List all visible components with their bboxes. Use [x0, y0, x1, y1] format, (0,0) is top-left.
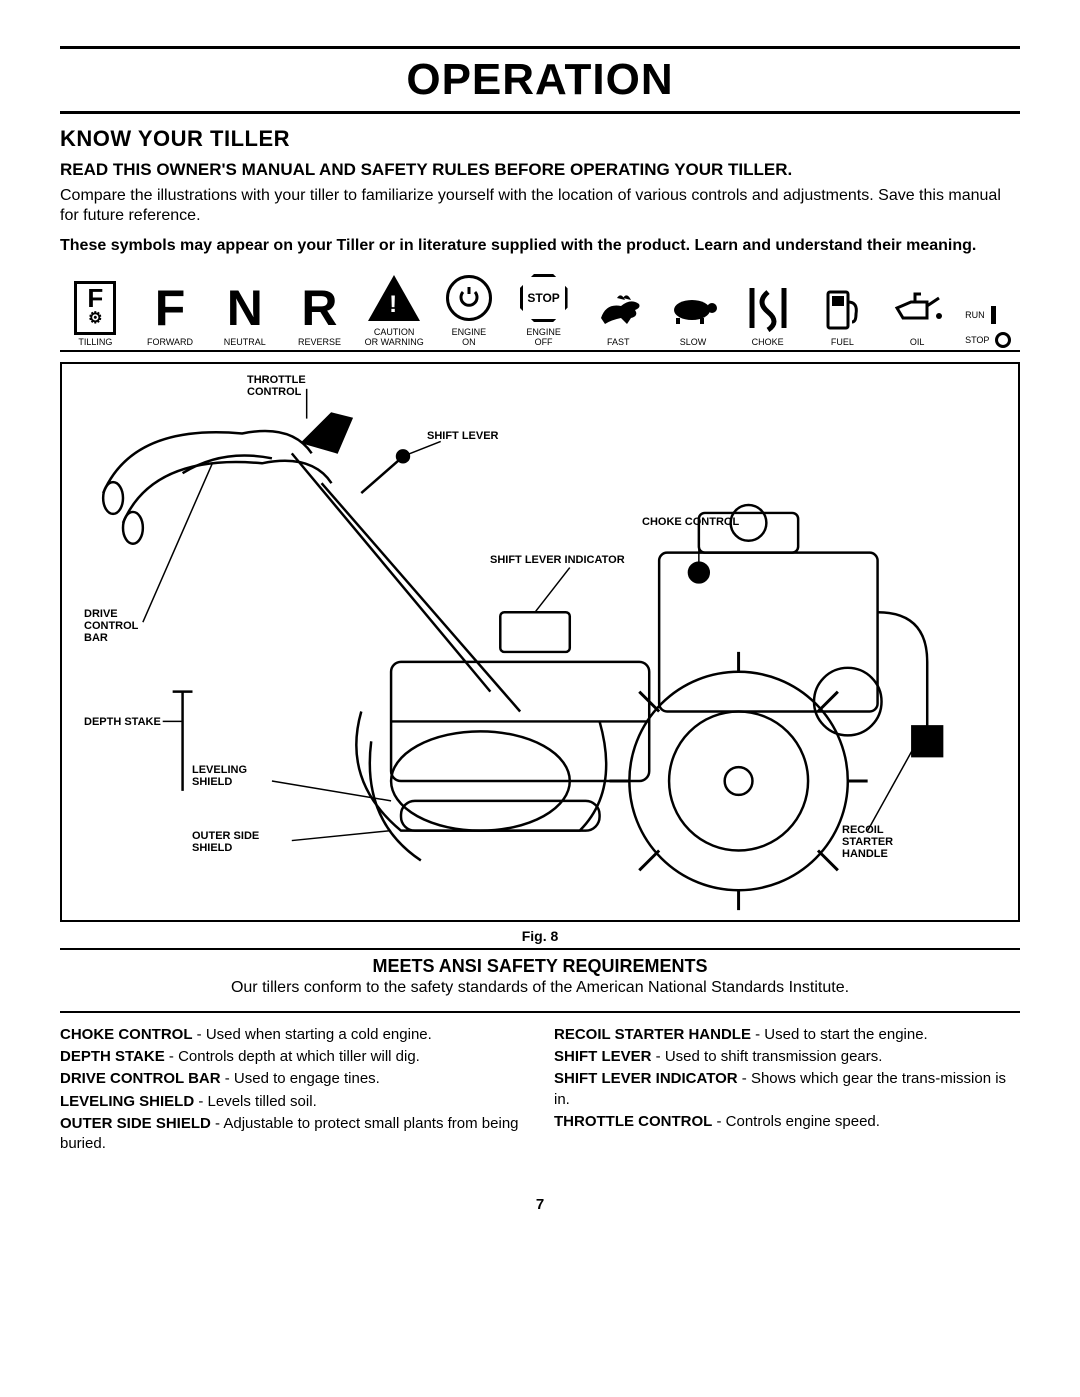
definitions-left-column: CHOKE CONTROL - Used when starting a col… — [60, 1025, 526, 1157]
symbol-label: NEUTRAL — [224, 338, 266, 348]
choke-icon — [746, 280, 790, 336]
symbol-label: OIL — [910, 338, 925, 348]
symbol-caution: CAUTION OR WARNING — [359, 270, 430, 348]
page-number: 7 — [60, 1196, 1020, 1213]
def-shift-indicator: SHIFT LEVER INDICATOR - Shows which gear… — [554, 1069, 1020, 1110]
symbol-choke: CHOKE — [732, 280, 803, 348]
symbol-forward: F FORWARD — [135, 280, 206, 348]
definitions-right-column: RECOIL STARTER HANDLE - Used to start th… — [554, 1025, 1020, 1157]
symbol-tilling: F⚙ TILLING — [60, 280, 131, 348]
symbol-fast: FAST — [583, 280, 654, 348]
stop-circle-icon — [995, 332, 1011, 348]
rule-under-ansi — [60, 1011, 1020, 1013]
rabbit-icon — [591, 280, 645, 336]
symbol-fuel: FUEL — [807, 280, 878, 348]
label-shift-indicator: SHIFT LEVER INDICATOR — [490, 554, 625, 566]
def-shift-lever: SHIFT LEVER - Used to shift transmission… — [554, 1047, 1020, 1067]
tilling-icon: F⚙ — [74, 281, 116, 335]
turtle-icon — [666, 280, 720, 336]
rule-top — [60, 46, 1020, 49]
symbol-oil: OIL — [882, 280, 953, 348]
label-outer-shield: OUTER SIDE SHIELD — [192, 830, 259, 854]
symbol-label: TILLING — [78, 338, 112, 348]
figure-caption: Fig. 8 — [60, 928, 1020, 944]
know-your-tiller-heading: KNOW YOUR TILLER — [60, 126, 1020, 152]
ansi-subtext: Our tillers conform to the safety standa… — [60, 979, 1020, 997]
def-throttle: THROTTLE CONTROL - Controls engine speed… — [554, 1112, 1020, 1132]
symbol-label: FORWARD — [147, 338, 193, 348]
symbol-label: SLOW — [680, 338, 707, 348]
oil-can-icon — [891, 280, 943, 336]
reverse-letter-icon: R — [301, 280, 337, 336]
ansi-heading: MEETS ANSI SAFETY REQUIREMENTS — [60, 956, 1020, 977]
rule-under-title — [60, 111, 1020, 114]
compare-illustrations-text: Compare the illustrations with your till… — [60, 186, 1020, 226]
symbol-engine-on: ENGINE ON — [434, 270, 505, 348]
label-throttle: THROTTLE CONTROL — [247, 374, 306, 398]
symbols-intro-text: These symbols may appear on your Tiller … — [60, 236, 1020, 256]
symbol-engine-off: STOP ENGINE OFF — [508, 270, 579, 348]
run-label: RUN — [965, 310, 985, 320]
symbol-label: FUEL — [831, 338, 854, 348]
run-bar-icon — [991, 306, 996, 324]
label-recoil: RECOIL STARTER HANDLE — [842, 824, 893, 860]
manual-warning-subhead: READ THIS OWNER'S MANUAL AND SAFETY RULE… — [60, 160, 1020, 180]
symbol-label: FAST — [607, 338, 630, 348]
page-title: OPERATION — [60, 55, 1020, 105]
label-drive-bar: DRIVE CONTROL BAR — [84, 608, 138, 644]
symbols-row: F⚙ TILLING F FORWARD N NEUTRAL R REVERSE… — [60, 266, 1020, 352]
rule-under-figure — [60, 948, 1020, 950]
symbol-label: CAUTION OR WARNING — [365, 328, 424, 348]
fuel-pump-icon — [822, 280, 862, 336]
symbol-neutral: N NEUTRAL — [209, 280, 280, 348]
label-leveling: LEVELING SHIELD — [192, 764, 247, 788]
symbol-label: ENGINE ON — [452, 328, 487, 348]
def-choke: CHOKE CONTROL - Used when starting a col… — [60, 1025, 526, 1045]
symbol-label: REVERSE — [298, 338, 341, 348]
symbol-run-stop: RUN STOP — [956, 306, 1020, 348]
def-drive-bar: DRIVE CONTROL BAR - Used to engage tines… — [60, 1069, 526, 1089]
stop-octagon-icon: STOP — [520, 274, 568, 322]
forward-letter-icon: F — [155, 280, 186, 336]
label-choke: CHOKE CONTROL — [642, 516, 739, 528]
warning-triangle-icon — [368, 275, 420, 321]
symbol-reverse: R REVERSE — [284, 280, 355, 348]
def-leveling-shield: LEVELING SHIELD - Levels tilled soil. — [60, 1092, 526, 1112]
label-shift-lever: SHIFT LEVER — [427, 430, 499, 442]
symbol-label: ENGINE OFF — [526, 328, 561, 348]
stop-label: STOP — [965, 335, 989, 345]
def-recoil: RECOIL STARTER HANDLE - Used to start th… — [554, 1025, 1020, 1045]
label-depth: DEPTH STAKE — [84, 716, 161, 728]
engine-on-icon — [446, 275, 492, 321]
symbol-slow: SLOW — [658, 280, 729, 348]
neutral-letter-icon: N — [227, 280, 263, 336]
tiller-diagram: THROTTLE CONTROL SHIFT LEVER CHOKE CONTR… — [60, 362, 1020, 922]
def-outer-shield: OUTER SIDE SHIELD - Adjustable to protec… — [60, 1114, 526, 1155]
def-depth-stake: DEPTH STAKE - Controls depth at which ti… — [60, 1047, 526, 1067]
symbol-label: CHOKE — [752, 338, 784, 348]
